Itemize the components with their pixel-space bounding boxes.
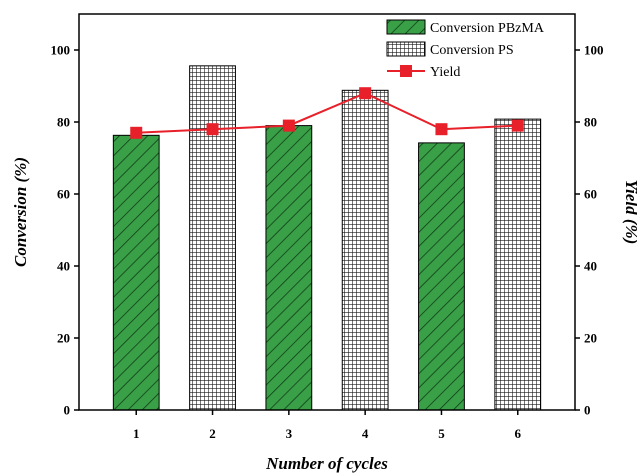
bar-conversion-ps [189, 65, 236, 411]
yield-point [282, 119, 295, 132]
yield-point [511, 119, 524, 132]
x-tick-label: 4 [362, 426, 369, 441]
bar-conversion-pbzma [265, 125, 313, 411]
legend-marker-yield [400, 65, 412, 77]
y-tick-label: 0 [64, 403, 71, 418]
legend: Conversion PBzMA Conversion PS Yield [386, 19, 545, 80]
legend-label-ps: Conversion PS [430, 43, 514, 58]
y2-tick-label: 80 [584, 115, 597, 130]
x-axis-title: Number of cycles [265, 454, 388, 473]
y2-axis-title: Yield (%) [622, 180, 637, 245]
yield-line [136, 92, 518, 134]
bars-layer [112, 65, 542, 411]
x-tick-label: 5 [438, 426, 445, 441]
x-tick-label: 3 [286, 426, 293, 441]
y-tick-label: 40 [57, 259, 70, 274]
bar-conversion-ps [341, 89, 389, 411]
yield-point [359, 87, 372, 100]
bar-conversion-pbzma [112, 134, 160, 411]
y-tick-label: 60 [57, 187, 70, 202]
ticks-layer: 0 0 20 20 40 40 60 60 80 80 100 100 1 2 3 4 5 6 [51, 43, 604, 442]
y-tick-label: 20 [57, 331, 70, 346]
plot-frame [78, 13, 576, 411]
y2-tick-label: 100 [584, 43, 604, 58]
x-tick-label: 1 [133, 426, 140, 441]
y-tick-label: 80 [57, 115, 70, 130]
yield-point [206, 123, 219, 136]
y2-tick-label: 40 [584, 259, 597, 274]
yield-line-layer [130, 87, 524, 139]
y2-tick-label: 0 [584, 403, 591, 418]
y-tick-label: 100 [51, 43, 71, 58]
yield-point [435, 123, 448, 136]
legend-swatch-ps [386, 41, 426, 57]
bar-conversion-pbzma [418, 142, 465, 411]
y2-tick-label: 20 [584, 331, 597, 346]
legend-label-yield: Yield [430, 65, 460, 80]
yield-point [130, 126, 143, 139]
y-axis-title: Conversion (%) [11, 157, 30, 267]
legend-label-pbzma: Conversion PBzMA [430, 21, 545, 36]
x-tick-label: 6 [515, 426, 522, 441]
bar-conversion-ps [494, 118, 542, 411]
y2-tick-label: 60 [584, 187, 597, 202]
legend-swatch-pbzma [386, 19, 426, 35]
x-tick-label: 2 [209, 426, 216, 441]
